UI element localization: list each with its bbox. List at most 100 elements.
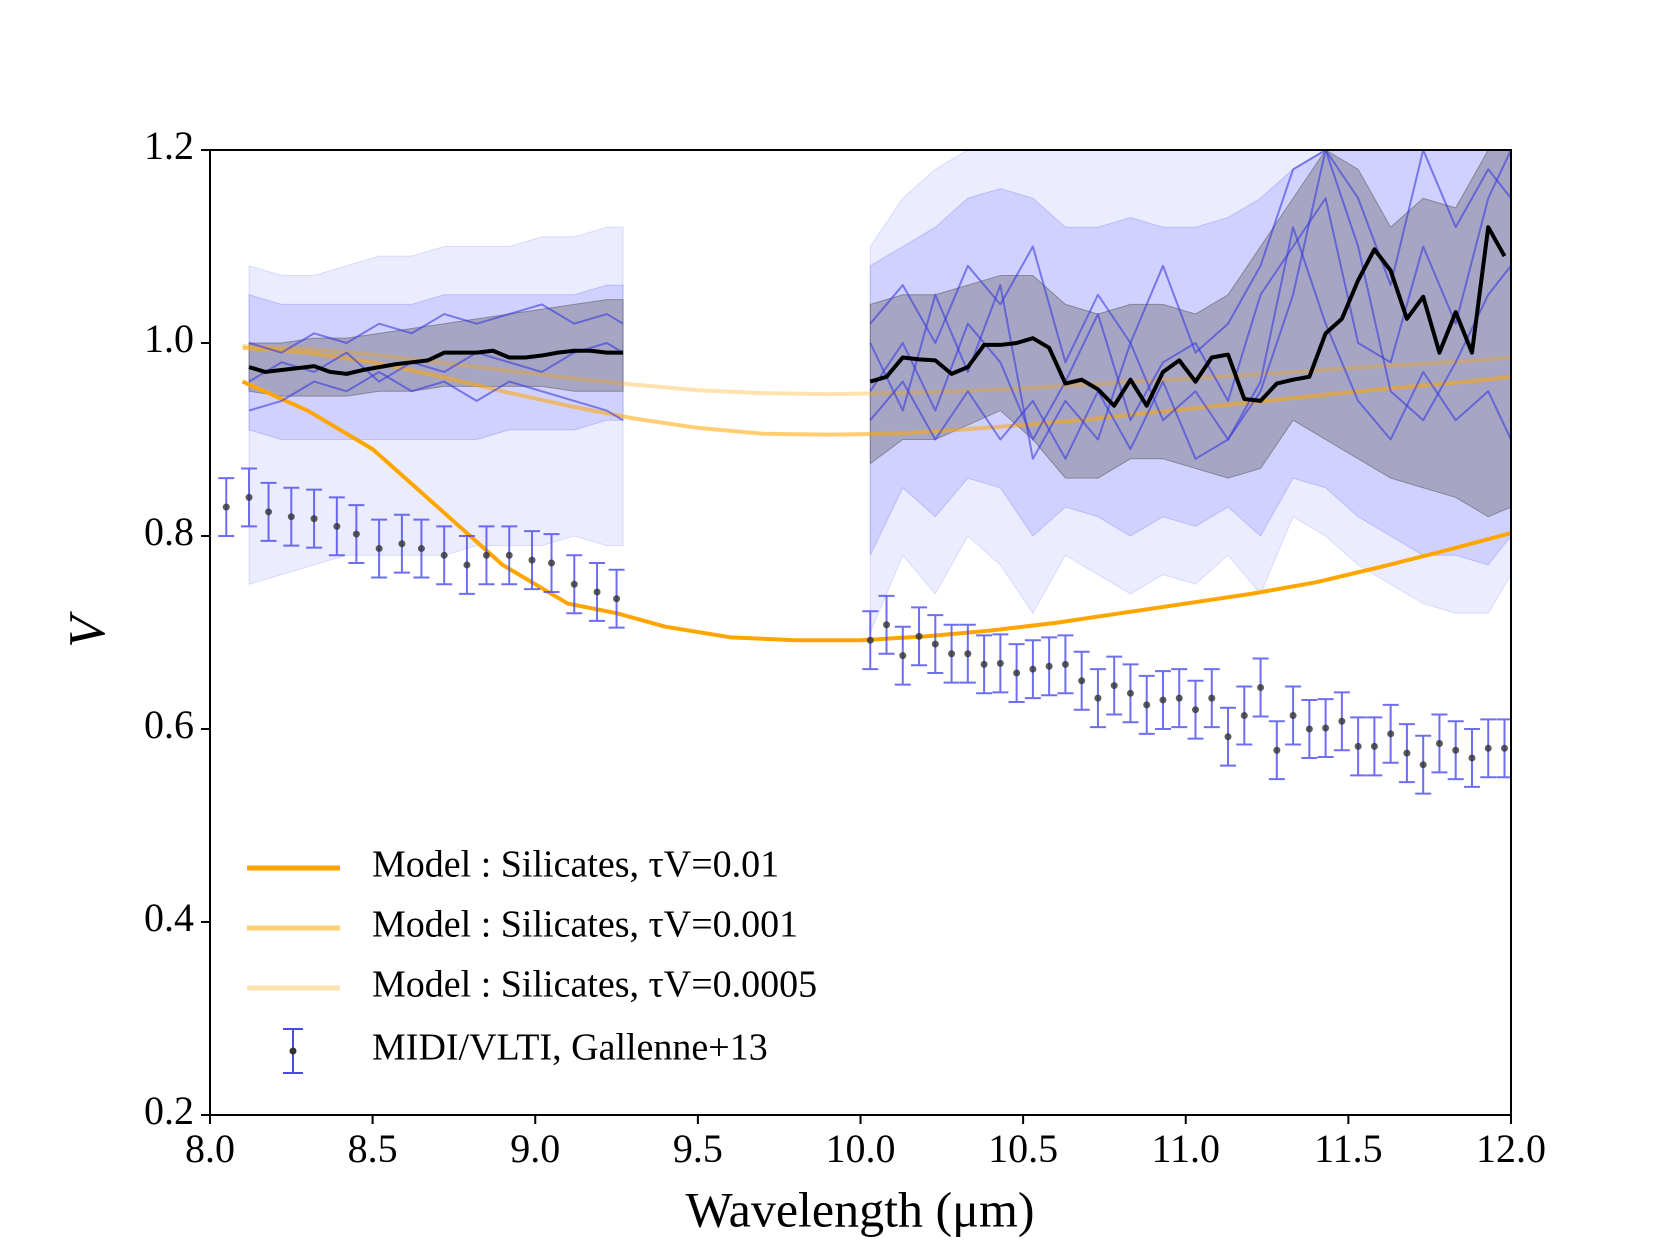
data-point	[287, 513, 295, 521]
data-point	[1468, 754, 1476, 762]
error-bar	[1366, 716, 1383, 777]
y-tick-label: 0.4	[144, 895, 194, 940]
error-bar	[1236, 685, 1253, 746]
data-point	[1143, 701, 1151, 709]
data-point	[1094, 694, 1102, 702]
error-bar	[523, 530, 540, 591]
y-tick-label: 0.8	[144, 509, 194, 554]
band	[869, 150, 1511, 566]
data-point	[265, 508, 273, 516]
data-point	[310, 515, 318, 523]
data-point	[505, 551, 513, 559]
data-point	[866, 636, 874, 644]
x-tick-label: 11.5	[1314, 1126, 1383, 1171]
data-point	[1175, 694, 1183, 702]
error-bar	[393, 513, 410, 574]
error-bar	[543, 533, 560, 593]
error-bar	[976, 634, 993, 695]
legend-swatch	[289, 1047, 297, 1055]
error-bar	[348, 504, 365, 565]
error-bar	[413, 518, 430, 579]
sample-line	[869, 226, 1511, 460]
data-point	[245, 493, 253, 501]
error-bar	[1106, 655, 1123, 716]
data-point	[931, 640, 939, 648]
x-tick-label: 11.0	[1151, 1126, 1220, 1171]
error-bar	[1496, 718, 1511, 779]
data-point	[1013, 669, 1021, 677]
error-bar	[1415, 734, 1432, 795]
data-point	[1029, 665, 1037, 673]
data-point	[375, 545, 383, 553]
data-point	[398, 540, 406, 548]
data-point	[593, 588, 601, 596]
sample-line	[869, 150, 1511, 460]
x-tick-label: 8.0	[185, 1126, 235, 1171]
error-bar	[218, 477, 235, 537]
error-bar	[566, 554, 583, 615]
data-point	[1192, 706, 1200, 714]
data-point	[528, 556, 536, 564]
sample-line	[248, 370, 624, 422]
error-bar	[1317, 698, 1334, 758]
error-bar	[1350, 716, 1367, 777]
error-bar	[1138, 674, 1155, 735]
data-point	[1370, 742, 1378, 750]
error-bar	[1024, 639, 1041, 700]
data-point	[1419, 761, 1427, 769]
error-bar	[306, 488, 323, 549]
data-point	[899, 652, 907, 660]
data-point	[996, 659, 1004, 667]
error-bar	[1252, 657, 1269, 718]
error-bar	[959, 623, 976, 684]
sample-line	[869, 150, 1511, 441]
sample-line	[869, 150, 1511, 364]
error-bar	[1154, 670, 1171, 730]
band	[869, 150, 1511, 633]
error-bar	[1431, 713, 1448, 774]
error-bar	[501, 525, 518, 586]
band	[248, 226, 624, 585]
model-line	[241, 379, 1511, 643]
axes: 8.0 8.5 9.0 9.5 10.0 10.5 11.0 11.5 12.0 0.2 0.4 0.…	[144, 123, 1546, 1171]
data-point	[948, 650, 956, 658]
error-bar	[1382, 703, 1399, 764]
y-tick-label: 1.2	[144, 123, 194, 168]
x-axis-label: Wavelength (μm)	[685, 1181, 1034, 1237]
legend: Model : Silicates, τV=0.01 Model : Silica…	[247, 844, 817, 1074]
error-bar	[260, 481, 277, 542]
data-point	[915, 632, 923, 640]
data-point	[1322, 724, 1330, 732]
band	[248, 284, 624, 440]
y-axis-label: V	[59, 611, 116, 648]
data-point	[1110, 682, 1118, 690]
data-point	[1224, 733, 1232, 741]
legend-label: MIDI/VLTI, Gallenne+13	[372, 1027, 768, 1069]
x-tick-label: 9.5	[673, 1126, 723, 1171]
error-bar	[911, 606, 928, 667]
error-bar	[943, 623, 960, 684]
data-point	[1240, 711, 1248, 719]
data-point	[222, 503, 230, 511]
legend-label: Model : Silicates, τV=0.0005	[372, 964, 817, 1006]
error-bar	[436, 525, 453, 586]
data-point	[980, 660, 988, 668]
data-point	[883, 621, 891, 629]
error-bar	[1480, 718, 1497, 779]
error-bar	[608, 568, 625, 629]
data-point	[1354, 742, 1362, 750]
legend-label: Model : Silicates, τV=0.001	[372, 904, 798, 946]
error-bar	[283, 486, 300, 547]
data-point	[482, 551, 490, 559]
error-bar	[1398, 723, 1415, 784]
data-point	[1273, 746, 1281, 754]
y-tick-label: 1.0	[144, 316, 194, 361]
error-bar	[589, 562, 606, 622]
data-point	[1061, 660, 1069, 668]
data-point	[1159, 696, 1167, 704]
data-point	[440, 551, 448, 559]
sample-line	[248, 303, 624, 354]
data-point	[1208, 694, 1216, 702]
legend-label: Model : Silicates, τV=0.01	[372, 844, 779, 886]
